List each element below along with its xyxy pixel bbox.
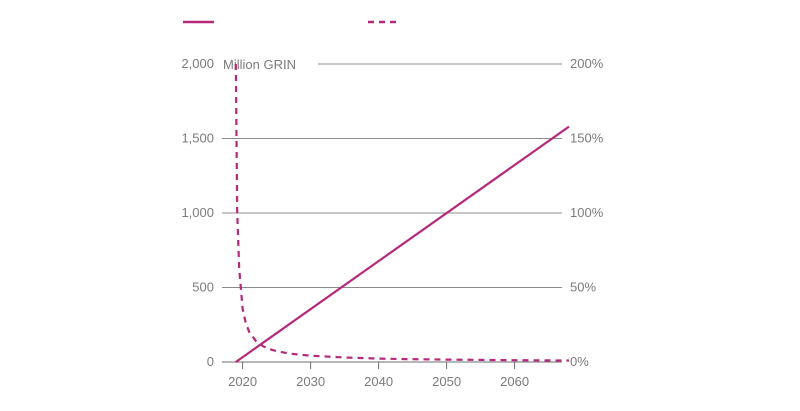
gridlines	[222, 63, 562, 363]
x-tick-label: 2040	[364, 374, 393, 389]
x-tick-label: 2020	[228, 374, 257, 389]
right-tick-label: 200%	[570, 56, 604, 71]
left-y-axis: 0 500 1,000 1,500 2,000	[181, 56, 214, 369]
solid-series-line	[235, 125, 570, 363]
right-y-axis: 0% 50% 100% 150% 200%	[570, 56, 604, 369]
x-tick-label: 2050	[432, 374, 461, 389]
dashed-series-line	[234, 63, 570, 362]
right-tick-label: 50%	[570, 280, 596, 295]
right-tick-label: 150%	[570, 131, 604, 146]
x-tick-label: 2030	[296, 374, 325, 389]
left-tick-label: 500	[192, 280, 214, 295]
right-tick-label: 100%	[570, 205, 604, 220]
x-tick-label: 2060	[500, 374, 529, 389]
x-axis: 2020 2030 2040 2050 2060	[228, 362, 529, 389]
series-layer	[234, 63, 570, 363]
left-tick-label: 1,500	[181, 131, 214, 146]
left-tick-label: 1,000	[181, 205, 214, 220]
left-tick-label: 2,000	[181, 56, 214, 71]
left-tick-label: 0	[207, 354, 214, 369]
right-tick-label: 0%	[570, 354, 589, 369]
unit-label: Million GRIN	[223, 57, 296, 72]
